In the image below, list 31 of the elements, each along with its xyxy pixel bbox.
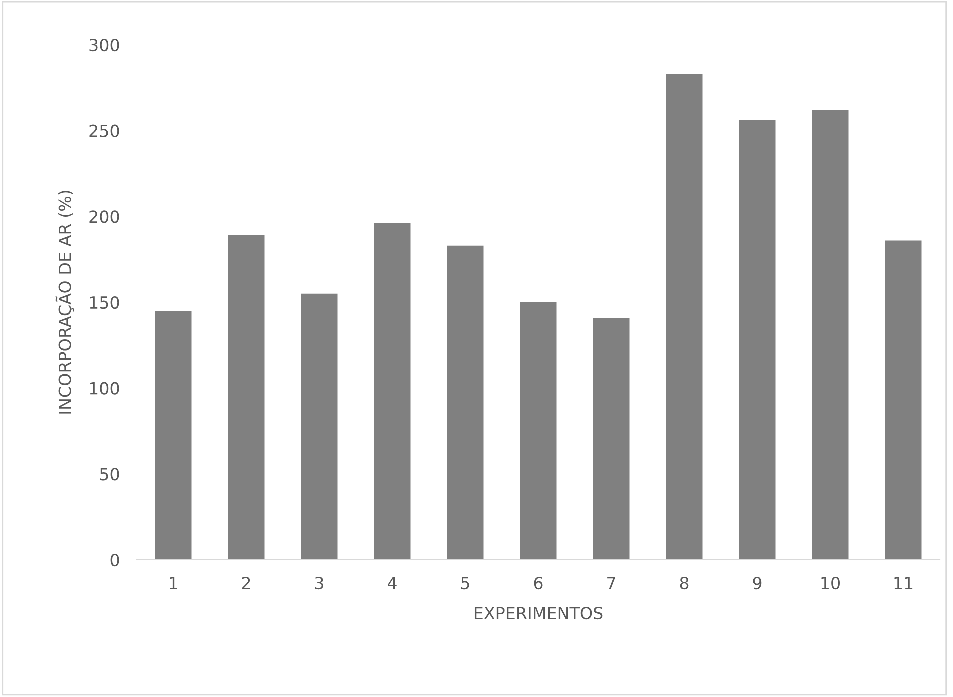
- y-tick-label: 200: [90, 210, 120, 224]
- bar: [301, 294, 338, 560]
- bar: [593, 318, 630, 560]
- x-tick-label: 8: [680, 576, 689, 590]
- bar: [812, 110, 849, 560]
- bar: [666, 74, 703, 560]
- y-tick-label: 100: [90, 382, 120, 395]
- x-tick-label: 7: [608, 577, 616, 590]
- y-tick-label: 50: [100, 468, 120, 481]
- bar: [228, 236, 265, 560]
- bar: [155, 311, 192, 560]
- y-axis-title: INCORPORAÇÃO DE AR (%): [56, 191, 74, 414]
- y-tick-label: 300: [90, 38, 120, 52]
- bar: [739, 120, 776, 560]
- x-tick-label: 2: [242, 576, 250, 590]
- bar: [885, 240, 922, 560]
- x-tick-label: 4: [388, 577, 397, 590]
- x-tick-label: 1: [170, 577, 178, 590]
- y-tick-label: 0: [110, 554, 120, 567]
- x-tick-label: 9: [753, 576, 762, 590]
- x-tick-label: 5: [461, 577, 470, 590]
- x-tick-label: 11: [894, 577, 913, 590]
- bar: [447, 246, 484, 560]
- y-tick-label: 150: [90, 296, 120, 310]
- x-tick-label: 6: [534, 576, 543, 590]
- x-tick-label: 10: [822, 576, 840, 590]
- x-tick-label: 3: [315, 576, 324, 590]
- bar: [520, 302, 557, 560]
- bar: [374, 224, 411, 560]
- y-tick-label: 250: [90, 124, 120, 138]
- x-axis-title: EXPERIMENTOS: [474, 606, 603, 620]
